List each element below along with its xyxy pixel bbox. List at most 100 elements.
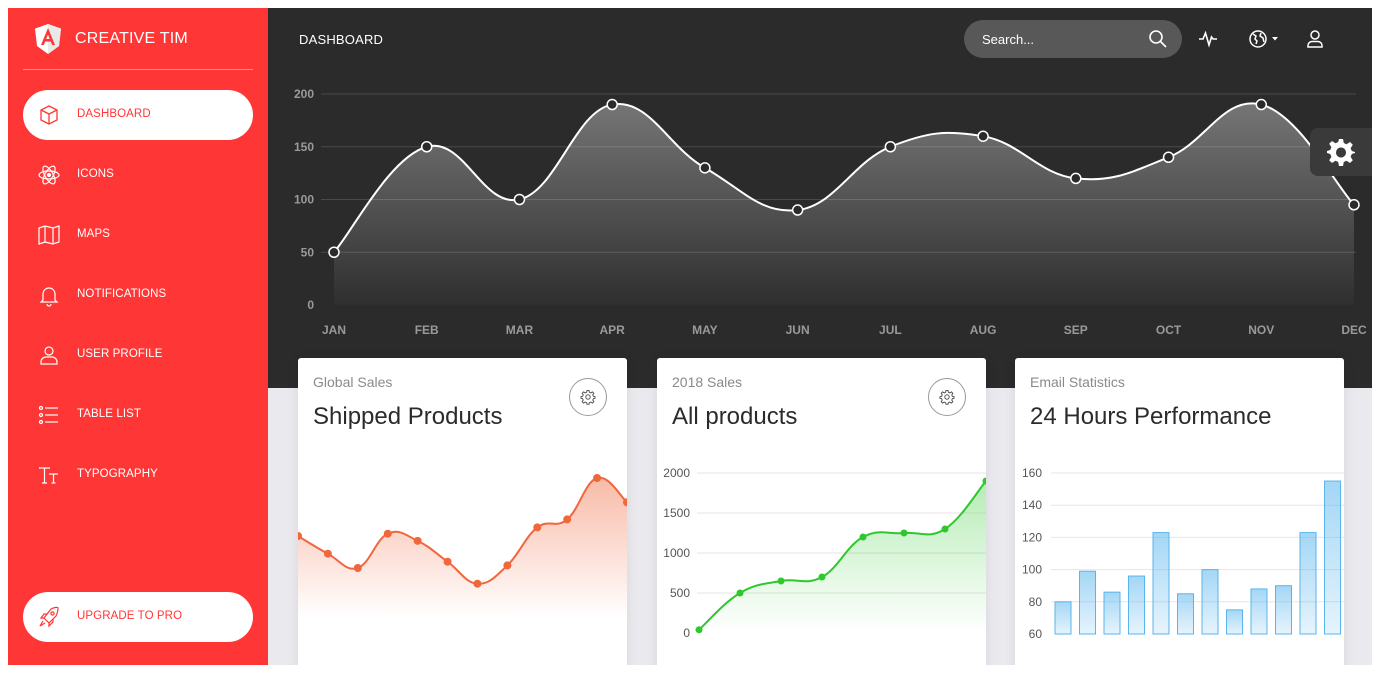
page-title: DASHBOARD: [299, 32, 384, 47]
x-tick-label: OCT: [1156, 323, 1182, 337]
sidebar-item-label: NOTIFICATIONS: [77, 288, 167, 300]
card-2018-sales: 2018 Sales All products 0 500 1000 1500 2000: [657, 358, 986, 665]
data-point: [298, 532, 302, 540]
data-point: [900, 529, 908, 537]
data-point: [982, 477, 986, 485]
y-tick-label: 0: [683, 626, 690, 640]
area-fill: [334, 103, 1354, 305]
all-products-chart: 0 500 1000 1500 2000: [663, 466, 986, 640]
x-tick-label: AUG: [970, 323, 997, 337]
bar: [1226, 609, 1243, 635]
search-icon[interactable]: [1148, 29, 1168, 49]
data-point: [884, 141, 897, 153]
gear-icon: [1327, 139, 1355, 166]
y-tick-label: 100: [294, 193, 314, 207]
typography-icon: [39, 467, 58, 484]
data-point: [413, 536, 422, 545]
series-line: [333, 102, 1355, 253]
x-tick-label: JUL: [879, 323, 902, 337]
data-point: [420, 141, 433, 153]
upgrade-label: UPGRADE TO PRO: [77, 610, 183, 622]
bar: [1250, 588, 1268, 635]
card-category: Global Sales: [313, 374, 393, 390]
y-tick-label: 1000: [663, 546, 690, 560]
sidebar-item-label: TABLE LIST: [77, 408, 142, 420]
sidebar-item-notifications[interactable]: NOTIFICATIONS: [23, 270, 253, 320]
card-settings-button[interactable]: [569, 378, 607, 416]
y-tick-label: 160: [1022, 466, 1042, 480]
sidebar-item-label: TYPOGRAPHY: [77, 468, 158, 480]
bar: [1177, 593, 1194, 635]
top-panel: 0 50 100 150 200 JAN FEB MAR APR MAY JUN JUL AUG SEP O…: [268, 8, 1372, 388]
data-point: [818, 573, 826, 581]
card-title: 24 Hours Performance: [1030, 403, 1272, 430]
data-point: [777, 577, 785, 585]
pulse-icon[interactable]: [1197, 28, 1219, 50]
y-tick-label: 80: [1029, 595, 1043, 609]
bar: [1324, 480, 1341, 635]
search-input[interactable]: [982, 30, 1132, 48]
data-point: [503, 561, 512, 570]
app-frame: CREATIVE TIM DASHBOARD ICONS MAPS NOTIFI: [8, 8, 1372, 665]
bar: [1275, 585, 1292, 635]
x-tick-label: SEP: [1064, 323, 1088, 337]
x-tick-label: MAR: [506, 323, 534, 337]
sidebar-item-typography[interactable]: TYPOGRAPHY: [23, 450, 253, 500]
x-tick-label: JUN: [786, 323, 810, 337]
y-tick-label: 1500: [663, 506, 690, 520]
upgrade-to-pro-button[interactable]: UPGRADE TO PRO: [23, 592, 253, 642]
sidebar-item-dashboard[interactable]: DASHBOARD: [23, 90, 253, 140]
data-point: [623, 498, 627, 507]
chevron-down-icon[interactable]: [1271, 36, 1279, 42]
list-icon: [38, 405, 58, 425]
rocket-icon: [39, 606, 59, 628]
sidebar-item-user-profile[interactable]: USER PROFILE: [23, 330, 253, 380]
data-point: [593, 474, 602, 482]
gear-icon: [580, 390, 596, 405]
x-tick-label: FEB: [415, 323, 439, 337]
data-point: [859, 533, 867, 541]
bar: [1079, 570, 1096, 635]
data-point: [941, 525, 949, 533]
card-global-sales: Global Sales Shipped Products: [298, 358, 627, 665]
sidebar-item-icons[interactable]: ICONS: [23, 150, 253, 200]
data-point: [699, 162, 711, 174]
data-point: [383, 529, 392, 538]
x-tick-label: MAY: [692, 323, 718, 337]
x-tick-label: JAN: [322, 323, 346, 337]
card-title: All products: [672, 403, 798, 430]
sidebar-item-maps[interactable]: MAPS: [23, 210, 253, 260]
brand[interactable]: CREATIVE TIM: [23, 8, 253, 70]
settings-fixed-plugin[interactable]: [1310, 128, 1372, 176]
data-point: [695, 626, 703, 634]
bar: [1054, 601, 1072, 635]
sidebar-item-table-list[interactable]: TABLE LIST: [23, 390, 253, 440]
y-tick-label: 2000: [663, 466, 690, 480]
data-point: [563, 515, 572, 524]
data-point: [1348, 199, 1360, 211]
y-tick-label: 500: [670, 586, 690, 600]
globe-icon[interactable]: [1247, 28, 1269, 50]
y-tick-label: 60: [1029, 627, 1043, 641]
bar: [1201, 569, 1219, 635]
map-icon: [38, 225, 60, 245]
shipped-products-chart: [298, 474, 627, 618]
bar: [1128, 575, 1145, 635]
y-tick-label: 100: [1022, 563, 1042, 577]
x-tick-label: APR: [600, 323, 626, 337]
y-tick-label: 140: [1022, 498, 1042, 512]
data-point: [513, 193, 526, 206]
data-point: [977, 130, 989, 142]
data-point: [443, 557, 452, 566]
data-point: [1162, 151, 1175, 164]
bar: [1103, 591, 1121, 635]
sidebar-item-label: ICONS: [77, 168, 114, 180]
card-settings-button[interactable]: [928, 378, 966, 416]
bar: [1152, 532, 1170, 635]
user-menu-icon[interactable]: [1304, 28, 1326, 50]
brand-name: CREATIVE TIM: [75, 30, 188, 47]
y-tick-label: 150: [294, 140, 314, 154]
area-fill: [298, 477, 627, 618]
card-title: Shipped Products: [313, 403, 503, 430]
search-box[interactable]: [964, 20, 1182, 58]
